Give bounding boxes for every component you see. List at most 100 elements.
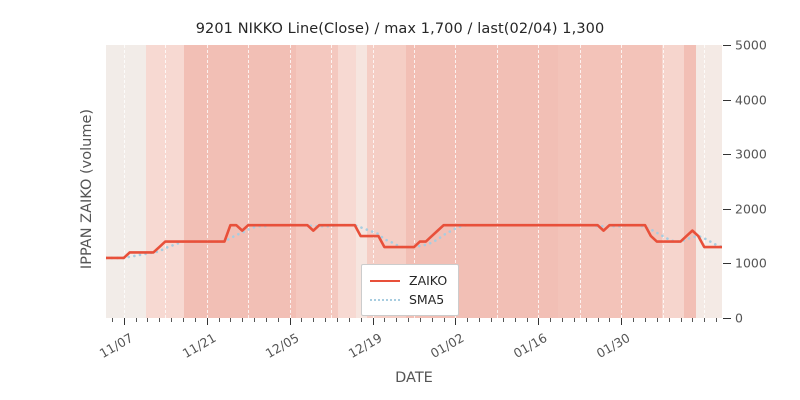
x-axis-minor-tick — [668, 318, 670, 322]
x-axis-minor-tick — [194, 318, 196, 322]
gridline — [662, 45, 664, 318]
x-axis-minor-tick — [704, 318, 706, 322]
x-axis-minor-tick — [585, 318, 587, 322]
x-axis-minor-tick — [396, 318, 398, 322]
y-axis-label: IPPAN ZAIKO (volume) — [79, 108, 95, 270]
x-axis-minor-tick — [609, 318, 611, 322]
y-axis-tick — [723, 45, 731, 46]
background-band — [296, 45, 338, 318]
x-axis-tick-label: 12/19 — [345, 330, 385, 362]
gridline — [414, 45, 415, 318]
y-axis-tick-label: 1000 — [735, 255, 767, 271]
y-axis-tick-label: 4000 — [735, 92, 767, 108]
x-axis-tick-label: 01/02 — [428, 330, 467, 362]
x-axis-minor-tick — [419, 318, 421, 322]
x-axis-label: DATE — [395, 370, 433, 386]
x-axis-minor-tick — [526, 318, 528, 322]
x-axis-major-tick — [206, 318, 208, 325]
gridline — [496, 45, 498, 318]
x-axis-minor-tick — [360, 318, 362, 322]
x-axis-minor-tick — [147, 318, 149, 322]
x-axis-minor-tick — [692, 318, 694, 322]
y-axis-tick-label: 2000 — [735, 201, 767, 217]
x-axis-major-tick — [289, 318, 291, 325]
legend-label-sma5: SMA5 — [409, 292, 445, 307]
x-axis-tick-label: 01/30 — [594, 330, 633, 362]
x-axis-tick-label: 11/21 — [179, 330, 219, 362]
x-axis-minor-tick — [111, 318, 113, 322]
x-axis-tick-label: 11/07 — [96, 330, 136, 362]
x-axis-minor-tick — [443, 318, 445, 322]
gridline — [621, 45, 623, 318]
legend-item-sma5[interactable]: SMA5 — [370, 290, 447, 309]
background-band — [356, 45, 367, 318]
legend-swatch-sma5 — [370, 295, 400, 305]
x-axis-minor-tick — [467, 318, 469, 322]
gridline — [289, 45, 291, 318]
y-axis-tick-label: 0 — [735, 310, 743, 326]
x-axis-minor-tick — [716, 318, 718, 322]
x-axis-minor-tick — [431, 318, 433, 322]
y-axis-tick-label: 3000 — [735, 146, 767, 162]
legend-label-zaiko: ZAIKO — [409, 273, 448, 288]
gridline — [704, 45, 706, 318]
x-axis-minor-tick — [502, 318, 504, 322]
x-axis-minor-tick — [645, 318, 646, 322]
gridline — [206, 45, 208, 318]
x-axis-minor-tick — [135, 318, 137, 322]
chart-legend[interactable]: ZAIKO SMA5 — [361, 264, 460, 316]
x-axis-minor-tick — [491, 318, 492, 322]
gridline — [538, 45, 540, 318]
background-band — [662, 45, 684, 318]
x-axis-minor-tick — [597, 318, 599, 322]
gridline — [455, 45, 457, 318]
x-axis-minor-tick — [265, 318, 267, 322]
gridline — [165, 45, 167, 318]
x-axis-minor-tick — [301, 318, 303, 322]
background-band — [184, 45, 296, 318]
plot-area — [106, 45, 722, 318]
y-axis-tick — [723, 154, 731, 156]
x-axis-major-tick — [123, 318, 125, 325]
x-axis-major-tick — [621, 318, 623, 325]
x-axis-minor-tick — [680, 318, 682, 322]
x-axis-minor-tick — [254, 318, 256, 322]
x-axis-minor-tick — [633, 318, 635, 322]
gridline — [579, 45, 581, 318]
x-axis-major-tick — [455, 318, 457, 325]
x-axis-minor-tick — [573, 318, 575, 322]
x-axis-minor-tick — [171, 318, 173, 322]
y-axis-tick — [723, 263, 731, 265]
x-axis-major-tick — [538, 318, 540, 325]
background-band — [684, 45, 696, 318]
x-axis-minor-tick — [313, 318, 315, 322]
x-axis-minor-tick — [562, 318, 564, 322]
background-band — [338, 45, 356, 318]
x-axis-minor-tick — [514, 318, 516, 322]
x-axis-minor-tick — [550, 318, 552, 322]
x-axis-minor-tick — [277, 318, 279, 322]
x-axis-minor-tick — [337, 318, 338, 322]
y-axis-tick — [723, 318, 731, 319]
x-axis-minor-tick — [230, 318, 232, 322]
series-lines — [106, 223, 722, 260]
x-axis-tick-label: 12/05 — [262, 330, 302, 362]
x-axis-minor-tick — [479, 318, 481, 322]
gridline — [372, 45, 374, 318]
y-axis-tick-label: 5000 — [735, 37, 767, 53]
zaiko-line — [106, 223, 722, 260]
legend-item-zaiko[interactable]: ZAIKO — [370, 271, 447, 290]
legend-swatch-zaiko — [370, 276, 400, 286]
gridline — [331, 45, 333, 318]
x-axis-minor-tick — [242, 318, 244, 322]
chart-title: 9201 NIKKO Line(Close) / max 1,700 / las… — [195, 21, 605, 37]
x-axis-tick-label: 01/16 — [511, 330, 550, 362]
x-axis-minor-tick — [384, 318, 386, 322]
x-axis-minor-tick — [656, 318, 658, 322]
x-axis-major-tick — [372, 318, 374, 325]
y-axis-tick — [723, 99, 731, 101]
x-axis-minor-tick — [183, 318, 184, 322]
background-band — [558, 45, 662, 318]
background-band — [696, 45, 722, 318]
